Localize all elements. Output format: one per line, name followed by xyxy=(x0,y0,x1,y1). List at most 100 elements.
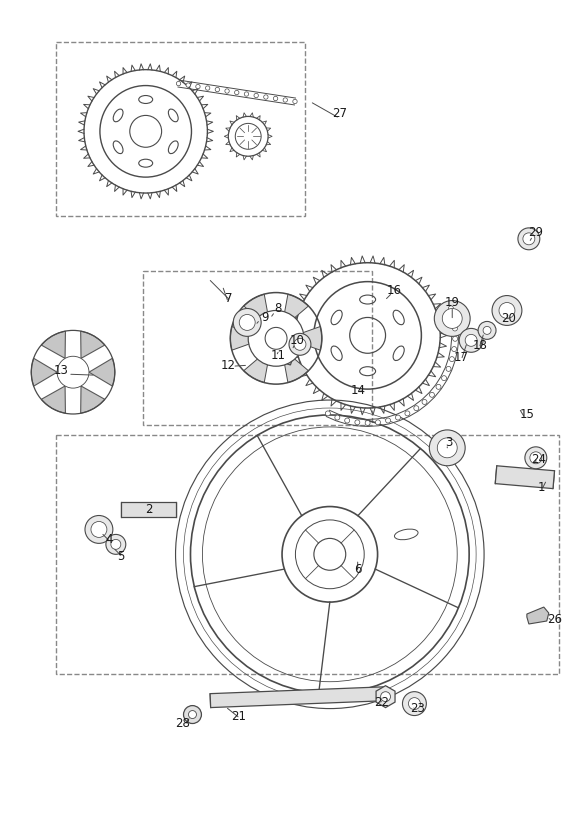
Circle shape xyxy=(294,339,306,350)
Circle shape xyxy=(518,228,540,250)
Circle shape xyxy=(525,447,547,469)
Circle shape xyxy=(283,98,287,102)
Circle shape xyxy=(365,420,370,425)
Text: 17: 17 xyxy=(454,351,469,363)
Circle shape xyxy=(452,347,456,352)
Circle shape xyxy=(530,452,542,464)
Text: 27: 27 xyxy=(332,107,347,120)
Circle shape xyxy=(91,522,107,537)
Text: 22: 22 xyxy=(374,696,389,709)
Text: 16: 16 xyxy=(387,284,402,297)
Polygon shape xyxy=(41,331,65,358)
Circle shape xyxy=(293,100,297,104)
Circle shape xyxy=(375,420,381,425)
Circle shape xyxy=(402,691,426,715)
Circle shape xyxy=(215,87,220,91)
Circle shape xyxy=(248,311,304,366)
Bar xyxy=(56,435,559,674)
Ellipse shape xyxy=(395,529,418,540)
Polygon shape xyxy=(282,348,308,382)
Circle shape xyxy=(492,296,522,325)
Text: 12: 12 xyxy=(221,358,236,372)
Text: 2: 2 xyxy=(145,503,152,516)
Circle shape xyxy=(335,415,340,420)
Circle shape xyxy=(225,89,229,93)
Polygon shape xyxy=(210,686,388,708)
Circle shape xyxy=(186,83,191,87)
Text: 10: 10 xyxy=(290,334,304,347)
Circle shape xyxy=(325,411,331,416)
Circle shape xyxy=(57,356,89,388)
Circle shape xyxy=(264,95,268,99)
Circle shape xyxy=(381,691,391,701)
Polygon shape xyxy=(41,386,65,414)
Text: 9: 9 xyxy=(261,311,269,324)
Circle shape xyxy=(85,516,113,543)
Polygon shape xyxy=(80,331,105,358)
Circle shape xyxy=(345,418,350,423)
Circle shape xyxy=(430,392,434,397)
Circle shape xyxy=(452,326,458,331)
Circle shape xyxy=(434,301,470,336)
Circle shape xyxy=(523,233,535,245)
Circle shape xyxy=(196,84,200,89)
Text: 19: 19 xyxy=(445,296,460,309)
Polygon shape xyxy=(89,358,115,386)
Circle shape xyxy=(478,321,496,339)
Polygon shape xyxy=(287,326,322,350)
Polygon shape xyxy=(376,686,395,708)
Circle shape xyxy=(441,376,447,381)
Polygon shape xyxy=(527,607,549,624)
Circle shape xyxy=(205,86,210,91)
Text: 14: 14 xyxy=(350,384,365,396)
Text: 24: 24 xyxy=(531,453,546,466)
Circle shape xyxy=(483,326,491,335)
Circle shape xyxy=(452,336,458,341)
Text: 18: 18 xyxy=(473,339,487,352)
Circle shape xyxy=(499,302,515,318)
Circle shape xyxy=(422,400,427,405)
Polygon shape xyxy=(282,294,308,329)
Circle shape xyxy=(465,335,477,346)
Circle shape xyxy=(188,710,196,719)
Text: 15: 15 xyxy=(519,409,534,422)
Circle shape xyxy=(239,315,255,330)
Circle shape xyxy=(436,384,441,389)
Circle shape xyxy=(184,705,202,723)
Text: 7: 7 xyxy=(224,292,232,305)
Circle shape xyxy=(437,438,457,458)
Circle shape xyxy=(405,411,410,416)
Text: 8: 8 xyxy=(275,302,282,315)
Circle shape xyxy=(111,540,121,550)
Circle shape xyxy=(106,535,126,555)
Circle shape xyxy=(459,329,483,353)
Circle shape xyxy=(265,327,287,349)
Circle shape xyxy=(254,93,258,98)
Circle shape xyxy=(273,96,278,101)
Text: 21: 21 xyxy=(231,710,246,723)
Text: 3: 3 xyxy=(445,437,453,449)
Text: 13: 13 xyxy=(54,363,69,377)
Polygon shape xyxy=(230,326,265,350)
Polygon shape xyxy=(31,358,57,386)
Circle shape xyxy=(314,538,346,570)
Text: 4: 4 xyxy=(105,533,113,545)
Text: 28: 28 xyxy=(175,717,190,730)
Circle shape xyxy=(176,82,181,86)
Circle shape xyxy=(244,91,249,96)
Polygon shape xyxy=(121,502,175,517)
Circle shape xyxy=(395,415,401,420)
Text: 26: 26 xyxy=(547,612,562,625)
Text: 5: 5 xyxy=(117,550,125,563)
Circle shape xyxy=(385,418,391,423)
Circle shape xyxy=(234,91,239,95)
Bar xyxy=(56,42,305,216)
Circle shape xyxy=(451,316,456,321)
Text: 29: 29 xyxy=(528,227,543,239)
Text: 1: 1 xyxy=(538,481,546,494)
Circle shape xyxy=(233,308,261,336)
Circle shape xyxy=(409,698,420,709)
Circle shape xyxy=(414,405,419,410)
Polygon shape xyxy=(266,348,294,365)
Circle shape xyxy=(429,430,465,466)
